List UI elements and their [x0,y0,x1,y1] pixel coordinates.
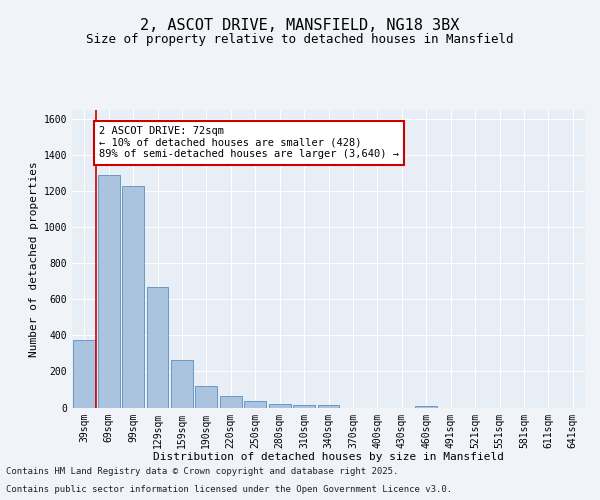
Bar [122,186,144,408]
Text: 2, ASCOT DRIVE, MANSFIELD, NG18 3BX: 2, ASCOT DRIVE, MANSFIELD, NG18 3BX [140,18,460,32]
Bar [293,405,315,407]
Bar [196,386,217,407]
Text: Size of property relative to detached houses in Mansfield: Size of property relative to detached ho… [86,32,514,46]
Bar [73,340,95,407]
Bar [415,406,437,407]
Bar [317,405,340,407]
Y-axis label: Number of detached properties: Number of detached properties [29,161,40,356]
Text: 2 ASCOT DRIVE: 72sqm
← 10% of detached houses are smaller (428)
89% of semi-deta: 2 ASCOT DRIVE: 72sqm ← 10% of detached h… [99,126,399,160]
Bar [98,175,119,408]
Bar [146,286,169,408]
Bar [171,360,193,408]
X-axis label: Distribution of detached houses by size in Mansfield: Distribution of detached houses by size … [153,452,504,462]
Bar [220,396,242,407]
Text: Contains public sector information licensed under the Open Government Licence v3: Contains public sector information licen… [6,485,452,494]
Text: Contains HM Land Registry data © Crown copyright and database right 2025.: Contains HM Land Registry data © Crown c… [6,467,398,476]
Bar [244,401,266,407]
Bar [269,404,290,407]
